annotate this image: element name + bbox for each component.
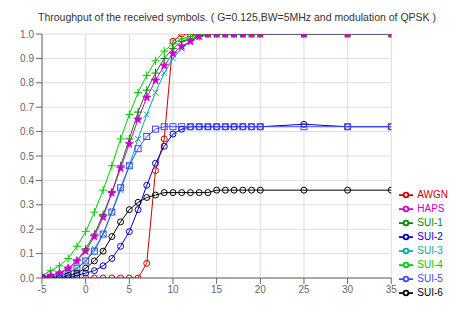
svg-text:0.8: 0.8 [20,77,34,88]
svg-text:0.6: 0.6 [20,126,34,137]
svg-text:0.1: 0.1 [20,248,34,259]
svg-text:0.4: 0.4 [20,175,34,186]
svg-text:0.3: 0.3 [20,199,34,210]
svg-text:0: 0 [83,284,89,295]
html-text:SUI-3: SUI-3 [417,244,443,256]
svg-text:30: 30 [342,284,354,295]
svg-text:10: 10 [167,284,179,295]
svg-text:15: 15 [211,284,223,295]
html-text:SUI-1: SUI-1 [417,216,443,228]
html-text:SUI-2: SUI-2 [417,230,443,242]
svg-text:-5: -5 [38,284,47,295]
svg-text:20: 20 [255,284,267,295]
html-text:SUI-6: SUI-6 [417,286,443,298]
svg-text:5: 5 [127,284,133,295]
svg-text:0.9: 0.9 [20,53,34,64]
svg-text:35: 35 [386,284,398,295]
svg-text:0.7: 0.7 [20,102,34,113]
html-text:HAPS: HAPS [417,202,445,214]
html-text:Throughput of the received sym: Throughput of the received symbols. ( G=… [38,11,436,23]
svg-text:0.0: 0.0 [20,273,34,284]
html-text:AWGN: AWGN [417,188,448,200]
svg-text:25: 25 [298,284,310,295]
svg-text:0.2: 0.2 [20,224,34,235]
html-text:SUI-4: SUI-4 [417,258,443,270]
svg-text:1.0: 1.0 [20,29,34,40]
svg-text:0.5: 0.5 [20,151,34,162]
html-text:SUI-5: SUI-5 [417,272,443,284]
